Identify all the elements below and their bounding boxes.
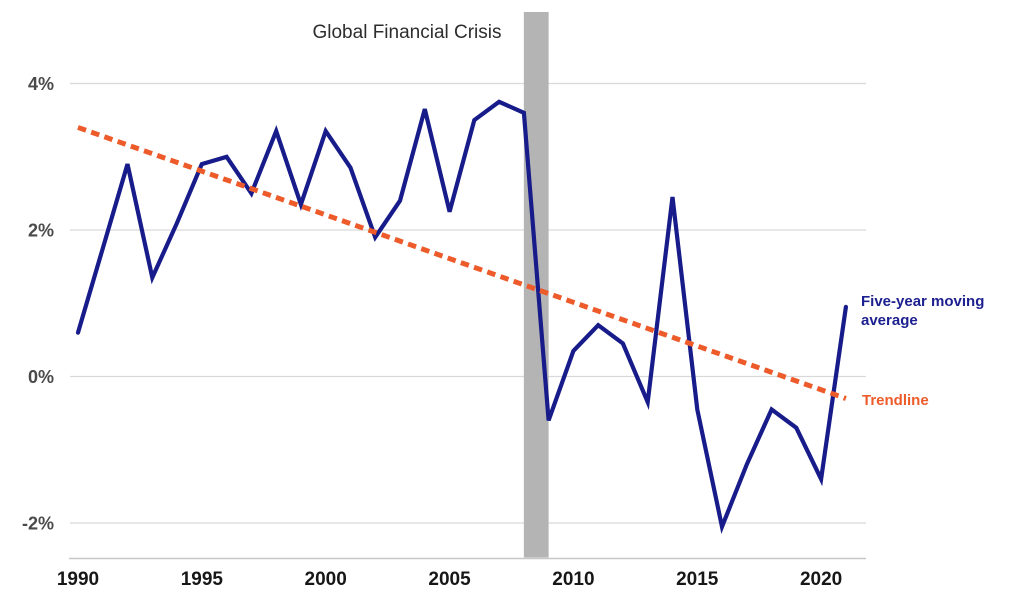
legend-trendline: Trendline (862, 392, 929, 409)
x-tick-label: 2005 (428, 569, 471, 590)
trendline-dashed (77, 125, 847, 401)
x-tick-label: 2000 (305, 569, 347, 590)
legend-moving-average-line2: average (861, 312, 918, 329)
y-tick-label: 0% (28, 367, 54, 387)
x-tick-label: 2015 (676, 569, 719, 590)
x-tick-label: 1990 (57, 569, 99, 590)
y-tick-label: -2% (22, 514, 54, 534)
y-tick-label: 2% (28, 221, 54, 241)
crisis-annotation-label: Global Financial Crisis (312, 22, 502, 43)
moving-average-line (75, 99, 849, 534)
y-tick-label: 4% (28, 74, 54, 94)
x-tick-label: 2020 (800, 569, 842, 590)
legend-moving-average: Five-year moving average (861, 292, 984, 330)
x-tick-label: 2010 (552, 569, 594, 590)
x-tick-label: 1995 (181, 569, 224, 590)
legend-moving-average-line1: Five-year moving (861, 293, 985, 310)
